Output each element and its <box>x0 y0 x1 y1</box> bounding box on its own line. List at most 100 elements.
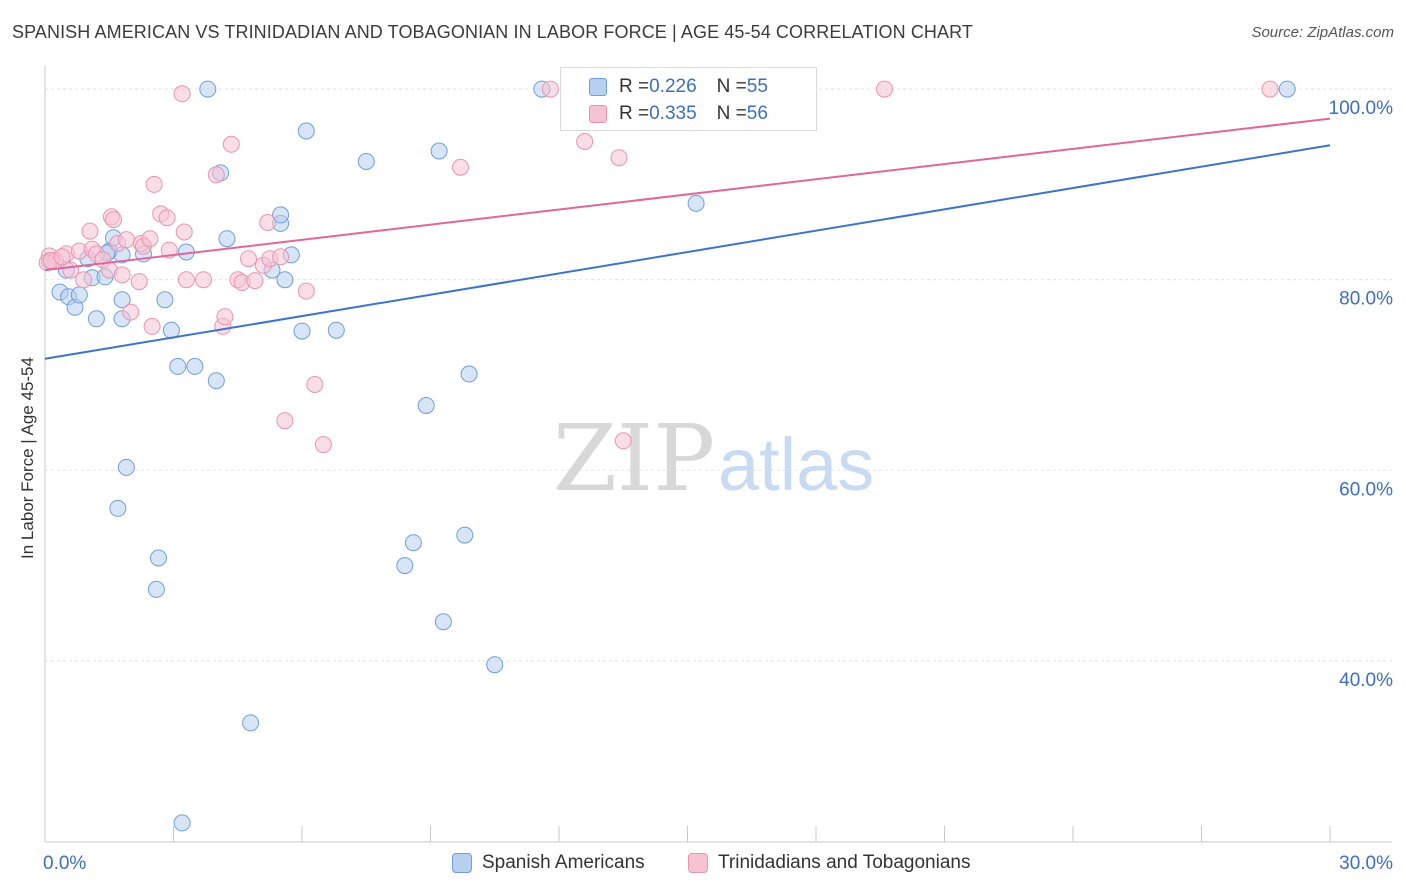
data-series <box>38 80 1296 832</box>
data-point <box>173 85 191 103</box>
series-legend: Spanish Americans Trinidadians and Tobag… <box>0 852 1406 878</box>
data-point <box>162 321 180 339</box>
data-point <box>177 271 195 289</box>
data-point <box>259 214 277 231</box>
legend-item-trinidadian[interactable]: Trinidadians and Tobagonians <box>688 852 970 874</box>
n-label: N = <box>716 76 747 97</box>
n-label: N = <box>716 103 747 124</box>
y-tick-label: 100.0% <box>1329 98 1394 119</box>
data-point <box>130 273 148 291</box>
data-point <box>222 135 240 153</box>
data-point <box>240 250 257 268</box>
data-point <box>141 230 159 248</box>
data-point <box>113 291 131 309</box>
data-point <box>246 272 264 290</box>
data-point <box>81 222 99 240</box>
data-point <box>293 322 311 340</box>
grid-lines <box>45 88 1392 662</box>
data-point <box>460 365 478 383</box>
data-point <box>276 271 294 289</box>
data-point <box>143 317 161 335</box>
axes <box>44 66 1392 843</box>
y-tick-label: 80.0% <box>1339 289 1393 310</box>
data-point <box>276 412 294 430</box>
data-point <box>53 248 71 266</box>
data-point <box>876 80 893 98</box>
r-label: R = <box>619 76 650 97</box>
watermark-atlas: atlas <box>718 423 874 506</box>
data-point <box>430 142 448 160</box>
trend-lines <box>44 117 1331 360</box>
trend-line-spanish-americans <box>44 144 1331 360</box>
y-tick-label: 40.0% <box>1339 670 1393 691</box>
data-point <box>199 80 217 98</box>
watermark-zip: ZIP <box>553 405 715 512</box>
data-point <box>297 122 315 140</box>
data-point <box>272 248 290 266</box>
data-point <box>150 549 167 567</box>
data-point <box>173 814 191 832</box>
x-tick-label: 0.0% <box>43 853 86 874</box>
data-point <box>169 357 187 375</box>
data-point <box>109 499 127 517</box>
data-point <box>576 133 594 150</box>
data-point <box>687 194 705 212</box>
pink-swatch <box>589 105 607 123</box>
data-point <box>156 291 174 309</box>
data-point <box>207 166 225 184</box>
r-value: 0.335 <box>649 103 697 124</box>
legend-label-trinidadian: Trinidadians and Tobagonians <box>718 852 971 873</box>
data-point <box>357 153 375 170</box>
data-point <box>610 149 628 167</box>
stats-row-spanish: R = 0.226 N = 55 <box>561 74 768 100</box>
data-point <box>327 321 345 339</box>
data-point <box>122 303 140 321</box>
pink-swatch <box>688 853 708 873</box>
data-point <box>396 557 414 575</box>
data-point <box>158 209 176 227</box>
chart-title: SPANISH AMERICAN VS TRINIDADIAN AND TOBA… <box>12 22 973 42</box>
source-credit: Source: ZipAtlas.com <box>1251 24 1394 41</box>
data-point <box>452 158 469 176</box>
r-label: R = <box>619 103 650 124</box>
data-point <box>186 357 204 375</box>
data-point <box>117 458 135 476</box>
n-value: 56 <box>746 103 768 124</box>
data-point <box>314 436 332 454</box>
x-tick-label: 30.0% <box>1339 853 1393 874</box>
stats-legend: R = 0.226 N = 55 R = 0.335 N = 56 <box>560 67 817 131</box>
data-point <box>207 372 225 390</box>
blue-swatch <box>452 853 472 873</box>
data-point <box>195 271 212 289</box>
r-value: 0.226 <box>649 76 697 97</box>
data-point <box>541 80 559 98</box>
data-point <box>70 286 88 304</box>
trend-line-trinidadians <box>44 117 1331 272</box>
y-tick-label: 60.0% <box>1339 479 1393 500</box>
data-point <box>404 534 422 552</box>
data-point <box>147 580 165 598</box>
data-point <box>297 282 315 300</box>
stats-row-trinidadian: R = 0.335 N = 56 <box>561 101 768 127</box>
data-point <box>216 308 234 326</box>
data-point <box>417 397 435 414</box>
data-point <box>242 714 260 732</box>
blue-swatch <box>589 78 607 96</box>
data-point <box>75 271 93 289</box>
data-point <box>117 231 135 249</box>
series-trinidadians <box>38 80 1279 454</box>
data-point <box>486 656 504 674</box>
data-point <box>614 432 632 450</box>
data-point <box>1261 80 1279 98</box>
n-value: 55 <box>746 76 768 97</box>
data-point <box>175 223 193 241</box>
watermark: ZIP atlas <box>553 405 874 512</box>
data-point <box>87 310 105 328</box>
data-point <box>113 266 131 284</box>
data-point <box>145 175 163 193</box>
legend-item-spanish[interactable]: Spanish Americans <box>452 852 645 874</box>
data-point <box>272 206 290 224</box>
data-point <box>434 613 452 631</box>
data-point <box>218 230 236 248</box>
